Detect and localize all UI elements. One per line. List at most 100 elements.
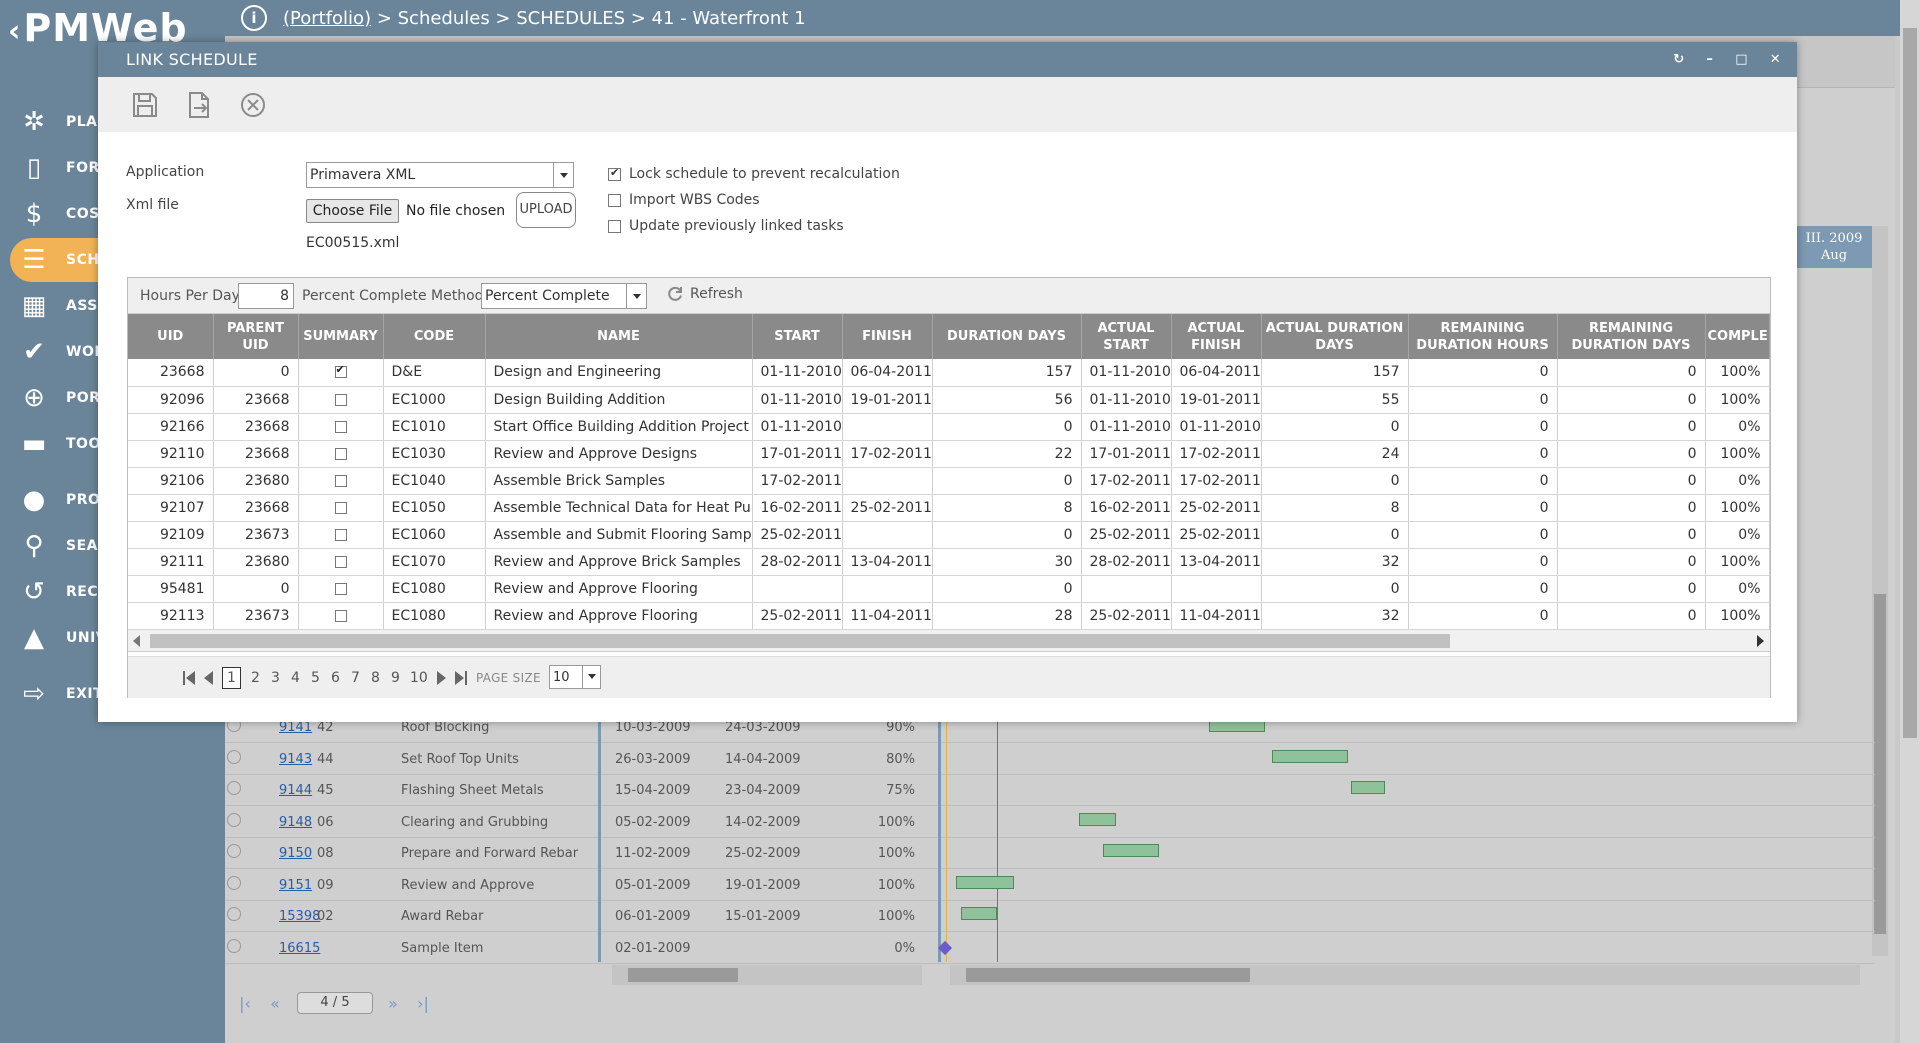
close-icon[interactable]: ✕ [1769, 52, 1781, 67]
column-header[interactable]: SUMMARY [298, 314, 384, 359]
task-id-link[interactable]: 9141 [279, 720, 313, 735]
save-button[interactable] [130, 90, 160, 120]
task-id-link[interactable]: 9144 [279, 783, 313, 798]
column-header[interactable]: REMAINING DURATION HOURS [1408, 314, 1558, 359]
row-select-icon[interactable] [227, 875, 241, 890]
breadcrumb-portfolio-link[interactable]: (Portfolio) [283, 7, 372, 29]
gantt-splitter[interactable] [938, 712, 941, 962]
scroll-right-icon[interactable] [1757, 634, 1764, 647]
dialog-title-bar[interactable]: LINK SCHEDULE ↻ – □ ✕ [98, 42, 1797, 77]
gantt-bar[interactable] [1272, 750, 1348, 763]
gantt-vertical-scrollbar[interactable] [1872, 226, 1888, 956]
page-10-button[interactable]: 10 [409, 669, 428, 686]
last-page-icon[interactable]: ›| [417, 993, 429, 1013]
summary-checkbox[interactable] [334, 447, 347, 460]
maximize-icon[interactable]: □ [1735, 52, 1748, 67]
prev-page-icon[interactable] [204, 670, 213, 685]
table-row[interactable]: 92110 23668 EC1030 Review and Approve Desig… [128, 440, 1770, 468]
background-task-row[interactable]: 16615 Sample Item 02-01-2009 0% [225, 933, 1875, 964]
background-task-row[interactable]: 15398 02 Award Rebar 06-01-2009 15-01-2009 10… [225, 901, 1875, 932]
minimize-icon[interactable]: – [1706, 52, 1714, 67]
table-row[interactable]: 92107 23668 EC1050 Assemble Technical Data … [128, 494, 1770, 522]
page-6-button[interactable]: 6 [330, 669, 340, 686]
row-select-icon[interactable] [227, 749, 241, 764]
refresh-window-icon[interactable]: ↻ [1673, 52, 1685, 67]
next-page-icon[interactable] [436, 670, 446, 685]
row-select-icon[interactable] [227, 844, 241, 858]
choose-file-button[interactable]: Choose File [306, 199, 399, 223]
page-7-button[interactable]: 7 [350, 669, 360, 686]
application-select[interactable]: Primavera XML [306, 162, 574, 188]
update-linked-option[interactable]: Update previously linked tasks [608, 218, 844, 234]
gantt-bar[interactable] [1079, 813, 1116, 826]
column-header[interactable]: PARENT UID [213, 314, 299, 359]
table-horizontal-scrollbar[interactable] [128, 629, 1770, 652]
page-3-button[interactable]: 3 [270, 669, 280, 686]
table-row[interactable]: 92166 23668 EC1010 Start Office Building Ad… [128, 413, 1770, 441]
background-task-row[interactable]: 9151 09 Review and Approve 05-01-2009 19-01-… [225, 870, 1875, 901]
import-wbs-option[interactable]: Import WBS Codes [608, 192, 760, 208]
chevron-down-icon[interactable] [553, 163, 573, 187]
chevron-down-icon[interactable] [626, 284, 646, 308]
sidebar-item-asse[interactable]: ▦ ASSE [0, 284, 225, 328]
row-select-icon[interactable] [227, 781, 241, 795]
column-header[interactable]: ACTUAL DURATION DAYS [1261, 314, 1409, 359]
page-4-button[interactable]: 4 [290, 669, 300, 686]
column-header[interactable]: DURATION DAYS [932, 314, 1082, 359]
summary-checkbox[interactable] [334, 609, 347, 622]
sidebar-item-rece[interactable]: ↺ RECE [0, 570, 225, 614]
gantt-bar[interactable] [961, 907, 997, 920]
summary-checkbox[interactable] [334, 363, 347, 379]
task-id-link[interactable]: 9148 [279, 814, 313, 830]
sidebar-item-wor[interactable]: ✔ WOR [0, 330, 225, 374]
refresh-button[interactable]: Refresh [666, 285, 743, 303]
summary-checkbox[interactable] [334, 393, 347, 406]
update-linked-checkbox[interactable] [608, 219, 621, 233]
table-row[interactable]: 92109 23673 EC1060 Assemble and Submit Floo… [128, 521, 1770, 549]
summary-checkbox[interactable] [334, 474, 347, 487]
task-id-link[interactable]: 9150 [279, 846, 313, 861]
column-header[interactable]: ACTUAL FINISH [1171, 314, 1262, 359]
last-page-icon[interactable] [454, 670, 467, 685]
summary-checkbox[interactable] [334, 528, 347, 541]
grid-splitter[interactable] [598, 712, 601, 962]
column-header[interactable]: NAME [485, 314, 753, 359]
column-header[interactable]: COMPLE [1705, 314, 1770, 359]
table-row[interactable]: 92096 23668 EC1000 Design Building Addition… [128, 386, 1770, 414]
info-icon[interactable]: i [241, 5, 267, 31]
gantt-bar[interactable] [1103, 844, 1159, 857]
background-task-row[interactable]: 9144 45 Flashing Sheet Metals 15-04-2009 23-… [225, 775, 1875, 806]
page-5-button[interactable]: 5 [310, 669, 320, 686]
hours-per-day-input[interactable]: 8 [238, 283, 294, 309]
gantt-bar[interactable] [956, 876, 1014, 889]
cancel-button[interactable] [238, 90, 268, 120]
lock-schedule-checkbox[interactable] [608, 166, 621, 181]
column-header[interactable]: FINISH [842, 314, 933, 359]
column-header[interactable]: START [752, 314, 843, 359]
summary-checkbox[interactable] [334, 582, 347, 595]
percent-complete-method-select[interactable]: Percent Complete [481, 283, 647, 309]
lock-schedule-option[interactable]: Lock schedule to prevent recalculation [608, 166, 900, 182]
task-id-link[interactable]: 15398 [279, 909, 321, 924]
column-header[interactable]: ACTUAL START [1081, 314, 1172, 359]
row-select-icon[interactable] [227, 907, 241, 921]
page-1-button[interactable]: 1 [222, 666, 241, 689]
background-task-row[interactable]: 9141 42 Roof Blocking 10-03-2009 24-03-2009 9… [225, 712, 1875, 743]
scroll-thumb[interactable] [150, 633, 1450, 648]
first-page-icon[interactable] [183, 670, 195, 685]
table-row[interactable]: 92113 23673 EC1080 Review and Approve Floor… [128, 602, 1770, 630]
summary-checkbox[interactable] [334, 555, 347, 568]
scroll-left-icon[interactable] [133, 634, 140, 647]
task-id-link[interactable]: 9143 [279, 751, 313, 767]
table-row[interactable]: 92111 23680 EC1070 Review and Approve Brick… [128, 548, 1770, 576]
page-9-button[interactable]: 9 [390, 669, 400, 686]
task-id-link[interactable]: 16615 [279, 940, 321, 956]
first-page-icon[interactable]: |‹ [239, 993, 251, 1013]
column-header[interactable]: UID [128, 314, 214, 359]
gantt-horizontal-scrollbar[interactable] [950, 965, 1860, 985]
table-row[interactable]: 95481 0 EC1080 Review and Approve Flooring 0… [128, 575, 1770, 603]
page-8-button[interactable]: 8 [370, 669, 380, 686]
summary-checkbox[interactable] [334, 420, 347, 433]
upload-button[interactable]: UPLOAD [516, 192, 576, 228]
